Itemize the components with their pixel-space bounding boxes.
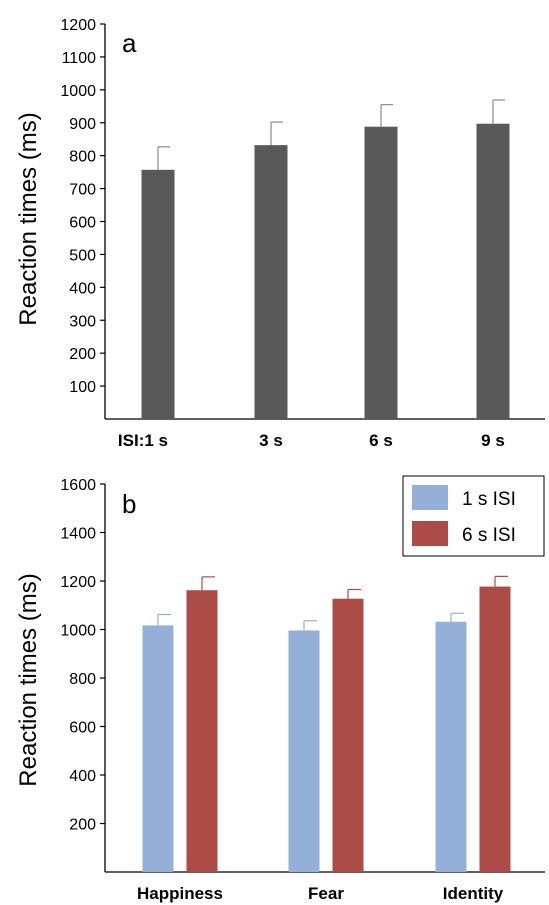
legend-swatch-6s	[412, 521, 448, 546]
panel-b-y-tick-label: 400	[69, 768, 96, 785]
panel-b-label: b	[122, 489, 136, 519]
panel-b-y-tick-label: 1000	[60, 623, 96, 640]
panel-b-y-tick-label: 600	[69, 720, 96, 737]
panel-a-y-tick-label: 800	[69, 149, 96, 166]
panel-b-y-tick-label: 800	[69, 671, 96, 688]
panel-b-y-tick-label: 1400	[60, 526, 96, 543]
panel-b: b Reaction times (ms) 200 400 600 800 1000 12…	[15, 475, 545, 903]
panel-a-y-tick-label: 300	[69, 313, 96, 330]
panel-b-y-axis-label: Reaction times (ms)	[15, 573, 42, 786]
panel-a-y-tick-label: 100	[69, 379, 96, 396]
panel-a-y-tick-label: 600	[69, 215, 96, 232]
panel-b-y-tick-label: 1600	[60, 477, 96, 494]
panel-a: a Reaction times (ms) 100 200 300 400 500 600…	[15, 17, 545, 450]
panel-a-x-tick-label: 6 s	[369, 431, 393, 450]
panel-a-bar	[476, 123, 510, 420]
panel-b-y-tick-label: 1200	[60, 574, 96, 591]
panel-a-y-tick-label: 400	[69, 280, 96, 297]
panel-a-x-tick-label: 3 s	[259, 431, 283, 450]
panel-a-x-tick-label: ISI:1 s	[118, 431, 168, 450]
panel-a-y-tick-label: 700	[69, 182, 96, 199]
panel-b-x-tick-label: Identity	[443, 884, 504, 903]
panel-a-y-axis-label: Reaction times (ms)	[15, 112, 42, 325]
panel-a-y-tick-label: 900	[69, 116, 96, 133]
panel-b-bar	[288, 630, 320, 872]
panel-b-y-tick-label: 200	[69, 817, 96, 834]
panel-a-y-tick-label: 1000	[60, 83, 96, 100]
panel-b-legend: 1 s ISI 6 s ISI	[402, 475, 545, 557]
panel-a-y-tick-label: 500	[69, 247, 96, 264]
panel-b-bar	[479, 586, 511, 872]
panel-b-bar	[142, 625, 174, 872]
panel-a-y-tick-label: 1100	[62, 50, 97, 67]
panel-b-bar	[435, 621, 467, 872]
legend-label-1s: 1 s ISI	[462, 489, 516, 510]
panel-a-y-tick-label: 1200	[60, 17, 96, 34]
panel-b-bar	[332, 598, 364, 872]
panel-a-bar	[141, 169, 175, 419]
legend-swatch-1s	[412, 485, 448, 510]
panel-a-bar	[364, 126, 398, 419]
panel-b-x-tick-label: Fear	[308, 884, 344, 903]
panel-a-label: a	[122, 28, 137, 58]
panel-a-bar	[254, 145, 288, 419]
panel-a-y-tick-label: 200	[69, 346, 96, 363]
panel-a-x-tick-label: 9 s	[481, 431, 505, 450]
panel-b-x-tick-label: Happiness	[137, 884, 223, 903]
panel-b-bar	[186, 590, 218, 872]
legend-label-6s: 6 s ISI	[462, 525, 516, 546]
